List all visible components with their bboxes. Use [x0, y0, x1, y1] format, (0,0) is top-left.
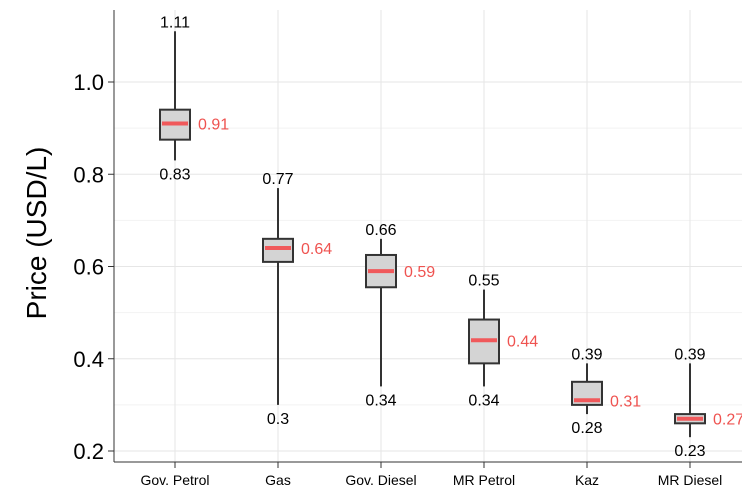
max-label: 0.66 — [365, 222, 396, 239]
max-label: 0.77 — [262, 171, 293, 188]
min-label: 0.83 — [159, 166, 190, 183]
x-tick-label: Gas — [265, 472, 291, 488]
max-label: 0.39 — [571, 346, 602, 363]
y-tick-label: 0.4 — [73, 347, 104, 372]
y-axis-ticks: 0.2 0.4 0.6 0.8 1.0 — [73, 70, 114, 464]
median-label: 0.31 — [610, 393, 641, 410]
min-label: 0.28 — [571, 420, 602, 437]
box — [262, 237, 294, 263]
value-labels: 1.11 0.83 0.91 0.77 0.3 0.64 0.66 0.34 0.59 0.55 0… — [159, 14, 742, 460]
median-label: 0.44 — [507, 333, 538, 350]
x-axis-ticks: Gov. Petrol Gas Gov. Diesel MR Petrol Kaz MR … — [141, 462, 723, 488]
y-tick-label: 0.6 — [73, 255, 104, 280]
x-tick-label: Gov. Petrol — [141, 472, 210, 488]
min-label: 0.34 — [468, 392, 499, 409]
y-tick-label: 0.2 — [73, 439, 104, 464]
median-label: 0.27 — [713, 412, 742, 429]
x-tick-label: Gov. Diesel — [345, 472, 416, 488]
y-axis-label: Price (USD/L) — [21, 147, 52, 320]
x-tick-label: Kaz — [575, 472, 599, 488]
boxes — [159, 31, 706, 438]
median-label: 0.91 — [198, 117, 229, 134]
plot-panel — [114, 10, 742, 462]
min-label: 0.23 — [674, 443, 705, 460]
median-label: 0.64 — [301, 241, 332, 258]
x-tick-label: MR Diesel — [658, 472, 723, 488]
max-label: 0.39 — [674, 346, 705, 363]
x-tick-label: MR Petrol — [453, 472, 515, 488]
y-tick-label: 0.8 — [73, 162, 104, 187]
min-label: 0.34 — [365, 392, 396, 409]
max-label: 0.55 — [468, 273, 499, 290]
max-label: 1.11 — [160, 14, 190, 31]
min-label: 0.3 — [267, 411, 289, 428]
y-tick-label: 1.0 — [73, 70, 104, 95]
median-label: 0.59 — [404, 264, 435, 281]
